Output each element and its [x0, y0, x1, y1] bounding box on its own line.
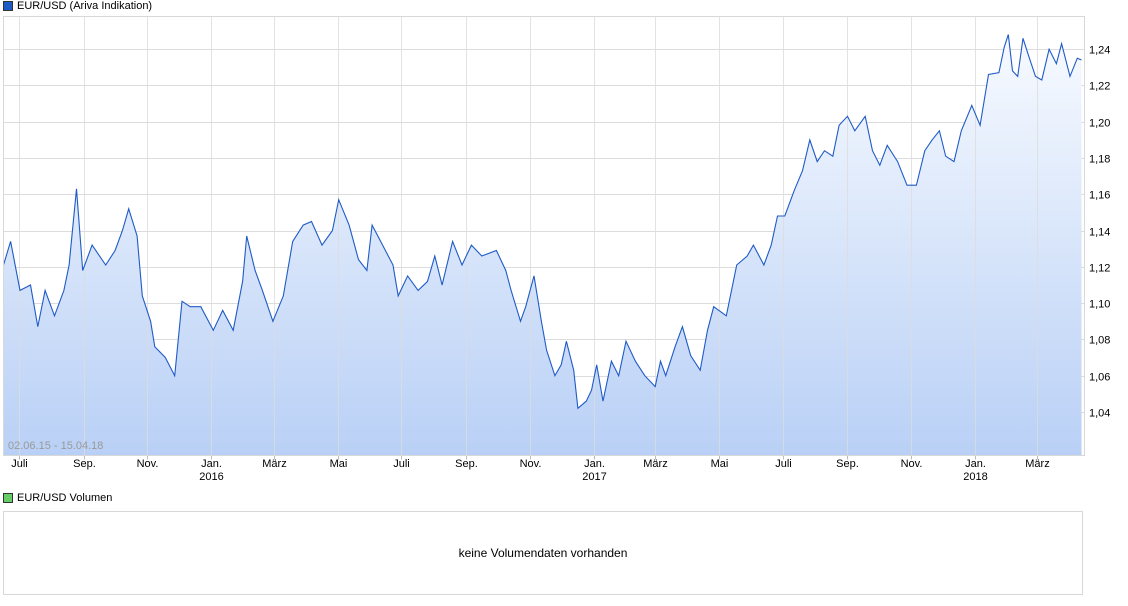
y-tick-label: 1,24: [1089, 45, 1110, 57]
y-tick-label: 1,10: [1089, 299, 1110, 311]
price-legend: EUR/USD (Ariva Indikation): [3, 0, 152, 12]
y-tick-label: 1,06: [1089, 372, 1110, 384]
y-tick-label: 1,08: [1089, 335, 1110, 347]
y-tick-label: 1,20: [1089, 118, 1110, 130]
x-tick-label: Juli: [393, 458, 410, 470]
x-year-label: 2018: [963, 471, 987, 483]
volume-legend: EUR/USD Volumen: [3, 492, 112, 504]
x-tick-label: Jan.: [201, 458, 222, 470]
x-tick-label: Sep.: [455, 458, 478, 470]
volume-legend-swatch: [3, 493, 13, 503]
price-chart: 02.06.15 - 15.04.18 1,04 1,06 1,08 1,10 1,12…: [2, 16, 1110, 483]
x-tick-label: Sep.: [73, 458, 96, 470]
y-tick-label: 1,04: [1089, 408, 1110, 420]
y-tick-label: 1,16: [1089, 190, 1110, 202]
x-tick-label: Sep.: [836, 458, 859, 470]
x-tick-label: Mai: [711, 458, 729, 470]
no-volume-message: keine Volumendaten vorhanden: [458, 546, 628, 560]
x-tick-label: März: [262, 458, 286, 470]
price-line: [2, 34, 1082, 410]
volume-panel: keine Volumendaten vorhanden: [3, 511, 1083, 595]
x-tick-label: März: [1025, 458, 1049, 470]
x-tick-label: Nov.: [137, 458, 159, 470]
x-tick-label: März: [643, 458, 667, 470]
x-tick-label: Juli: [11, 458, 28, 470]
plot-frame: [3, 16, 1085, 456]
x-year-label: 2017: [582, 471, 606, 483]
x-tick-label: Jan.: [584, 458, 605, 470]
x-tick-label: Nov.: [520, 458, 542, 470]
x-tick-label: Nov.: [901, 458, 923, 470]
date-range-label: 02.06.15 - 15.04.18: [8, 440, 103, 452]
y-tick-label: 1,14: [1089, 227, 1110, 239]
price-legend-swatch: [3, 1, 13, 11]
y-tick-label: 1,12: [1089, 263, 1110, 275]
y-tick-label: 1,22: [1089, 81, 1110, 93]
x-year-label: 2016: [199, 471, 223, 483]
price-area: [3, 34, 1082, 456]
price-legend-label: EUR/USD (Ariva Indikation): [17, 0, 153, 12]
volume-legend-label: EUR/USD Volumen: [17, 492, 113, 504]
x-tick-label: Juli: [775, 458, 792, 470]
x-tick-label: Mai: [330, 458, 348, 470]
x-tick-label: Jan.: [965, 458, 986, 470]
y-tick-label: 1,18: [1089, 154, 1110, 166]
